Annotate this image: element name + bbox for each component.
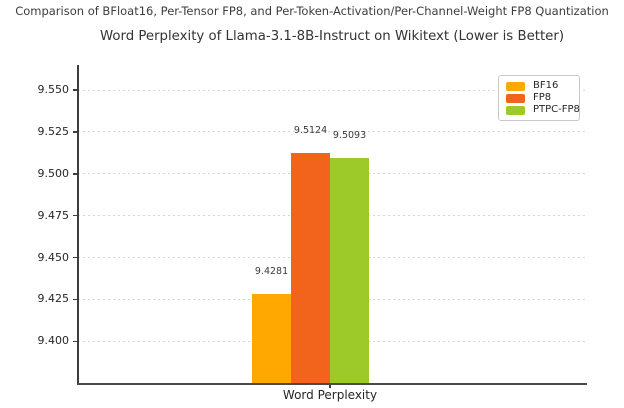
legend-item: PTPC-FP8 xyxy=(506,104,580,116)
legend-label: PTPC-FP8 xyxy=(533,104,580,115)
legend-label: BF16 xyxy=(533,80,559,91)
y-tick-label: 9.475 xyxy=(37,208,70,222)
chart-title: Word Perplexity of Llama-3.1-8B-Instruct… xyxy=(99,29,565,44)
y-tick-mark xyxy=(73,340,77,342)
y-tick-label: 9.400 xyxy=(37,334,70,348)
bar-value-label: 9.4281 xyxy=(254,266,289,278)
legend: BF16 FP8 PTPC-FP8 xyxy=(498,75,580,121)
y-tick-mark xyxy=(73,256,77,259)
y-tick-label: 9.425 xyxy=(37,292,70,306)
x-tick-mark xyxy=(329,384,331,388)
y-tick-mark xyxy=(73,173,77,175)
x-axis-label: Word Perplexity xyxy=(282,388,378,402)
legend-swatch xyxy=(506,93,525,103)
grid-line xyxy=(78,89,588,91)
y-tick-label: 9.500 xyxy=(37,166,70,180)
suptitle: Comparison of BFloat16, Per-Tensor FP8, … xyxy=(15,4,609,18)
legend-item: FP8 xyxy=(506,92,574,104)
bar-value-label: 9.5124 xyxy=(293,125,328,137)
y-tick-mark xyxy=(73,298,77,301)
y-tick-label: 9.550 xyxy=(37,83,70,97)
plot-area: 9.400 9.425 9.450 9.475 9.500 9.525 9.550 9.428… xyxy=(38,65,588,388)
y-tick-mark xyxy=(73,131,77,133)
y-tick-mark xyxy=(73,215,77,217)
legend-label: FP8 xyxy=(533,92,552,103)
grid-line xyxy=(78,131,588,133)
bar-fp8 xyxy=(291,153,330,384)
y-axis-spine xyxy=(77,65,79,384)
y-tick-label: 9.525 xyxy=(37,124,70,138)
y-tick-mark xyxy=(73,89,77,91)
legend-item: BF16 xyxy=(506,80,574,92)
bar-value-label: 9.5093 xyxy=(332,130,367,142)
bar-ptpc-fp8 xyxy=(330,158,369,384)
bar-bf16 xyxy=(252,294,291,384)
x-axis-spine xyxy=(77,383,587,385)
legend-swatch xyxy=(506,81,525,91)
y-tick-label: 9.450 xyxy=(37,250,70,264)
legend-swatch xyxy=(506,105,525,115)
